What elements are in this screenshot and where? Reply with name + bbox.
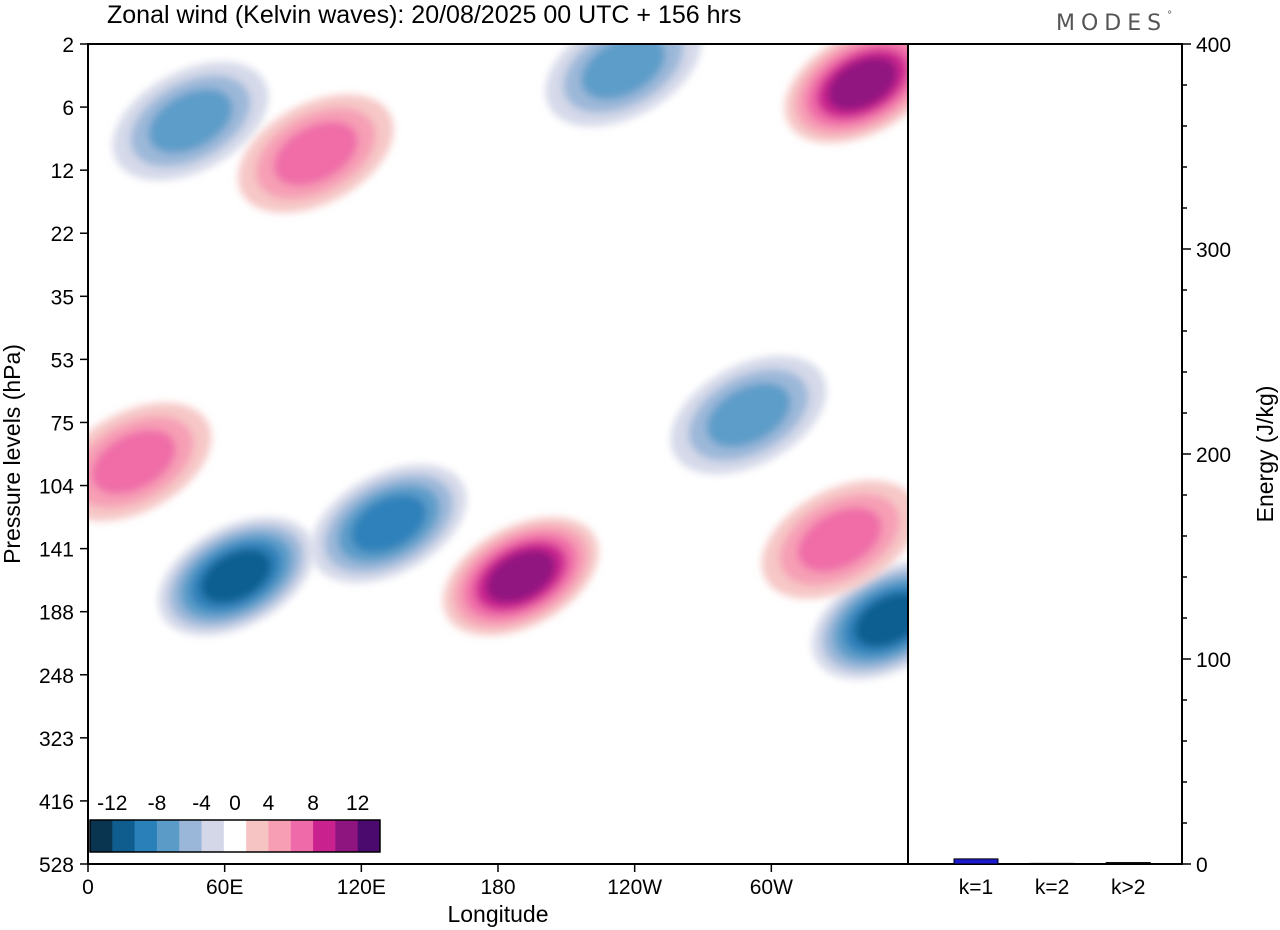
anomaly-contour [797, 507, 882, 572]
energy-x-tick-label: k>2 [1111, 876, 1145, 899]
colorbar-swatch [246, 820, 269, 852]
colorbar-swatch [90, 820, 113, 852]
anomaly-contour [351, 494, 427, 553]
colorbar-swatch [268, 820, 292, 852]
brand-name: MODES [1056, 11, 1167, 36]
colorbar-label: 4 [263, 792, 275, 815]
energy-bars [953, 858, 1151, 865]
anomaly-negative [670, 355, 827, 475]
energy-bar [1105, 862, 1151, 865]
anomaly-contour [706, 382, 791, 448]
y-tick-label: 248 [39, 665, 74, 688]
colorbar-frame [89, 819, 381, 853]
energy-x-tick-label: k=1 [959, 876, 993, 899]
x-tick-label: 180 [480, 876, 515, 899]
anomaly-positive [784, 44, 908, 143]
y-tick-label: 2 [62, 34, 74, 57]
y-tick-label: 104 [39, 476, 74, 499]
anomaly-negative [310, 464, 467, 583]
brand-mark: ° [1167, 10, 1178, 21]
energy-y-tick-label: 0 [1196, 854, 1208, 877]
colorbar: -12 -8 -4 0 4 8 12 [89, 792, 381, 853]
chart-title: Zonal wind (Kelvin waves): 20/08/2025 00… [107, 1, 741, 29]
energy-x-tick-label: k=2 [1035, 876, 1069, 899]
y-tick-label: 6 [62, 97, 74, 120]
anomaly-contour [91, 429, 176, 495]
heatmap-field [88, 44, 908, 864]
colorbar-swatch [179, 820, 203, 852]
anomaly-negative [112, 61, 269, 181]
colorbar-swatch [201, 820, 225, 852]
anomaly-positive [237, 94, 394, 213]
energy-y-axis-label: Energy (J/kg) [1252, 386, 1278, 523]
y-tick-label: 53 [51, 349, 74, 372]
y-tick-label: 323 [39, 728, 74, 751]
colorbar-label: -8 [148, 792, 167, 815]
y-tick-label: 141 [39, 539, 74, 562]
energy-bar [1029, 862, 1075, 865]
anomaly-contour [827, 57, 898, 111]
colorbar-swatch [335, 820, 359, 852]
y-tick-label: 35 [51, 286, 74, 309]
y-tick-label: 75 [51, 412, 74, 435]
energy-y-axis: 0 100 200 300 400 [1182, 34, 1231, 877]
anomaly-contour [201, 549, 271, 604]
y-tick-label: 188 [39, 602, 74, 625]
y-tick-label: 416 [39, 791, 74, 814]
y-tick-label: 22 [51, 223, 74, 246]
x-tick-label: 120W [607, 876, 662, 899]
x-tick-label: 60E [206, 876, 243, 899]
colorbar-swatch [290, 820, 314, 852]
x-axis-label: Longitude [447, 901, 548, 927]
energy-y-tick-label: 100 [1196, 649, 1231, 672]
colorbar-swatch [223, 820, 247, 852]
anomaly-contour [273, 121, 358, 186]
x-tick-label: 60W [750, 876, 793, 899]
colorbar-label: 8 [307, 792, 319, 815]
anomaly-negative [158, 517, 314, 636]
y-tick-label: 528 [39, 854, 74, 877]
colorbar-swatch [134, 820, 158, 852]
anomaly-positive [88, 402, 212, 522]
colorbar-swatch [357, 820, 381, 852]
colorbar-label: -12 [97, 792, 127, 815]
energy-plot-frame [907, 43, 1183, 865]
heatmap-background [88, 44, 908, 864]
colorbar-swatch [156, 820, 180, 852]
y-tick-label: 12 [51, 160, 74, 183]
colorbar-label: -4 [192, 792, 211, 815]
anomaly-contour [148, 88, 233, 154]
x-tick-label: 0 [82, 876, 94, 899]
anomaly-positive [442, 517, 599, 636]
energy-y-tick-label: 400 [1196, 34, 1231, 57]
energy-x-axis: k=1 k=2 k>2 [959, 876, 1146, 899]
brand-logo: MODES° [1056, 10, 1178, 36]
x-tick-label: 120E [337, 876, 386, 899]
colorbar-swatch [112, 820, 136, 852]
y-axis-label: Pressure levels (hPa) [0, 344, 25, 564]
energy-y-tick-label: 200 [1196, 444, 1231, 467]
x-axis: 0 60E 120E 180 120W 60W [82, 864, 793, 899]
colorbar-label: 12 [346, 792, 369, 815]
energy-y-tick-label: 300 [1196, 239, 1231, 262]
energy-bar [953, 858, 999, 865]
anomaly-contour [485, 549, 556, 604]
colorbar-swatch [313, 820, 336, 852]
colorbar-label: 0 [229, 792, 241, 815]
y-axis: 2 6 12 22 35 53 75 104 141 188 248 323 416 528 [39, 34, 88, 877]
anomaly-contour [581, 44, 666, 100]
anomaly-positive [761, 480, 908, 599]
